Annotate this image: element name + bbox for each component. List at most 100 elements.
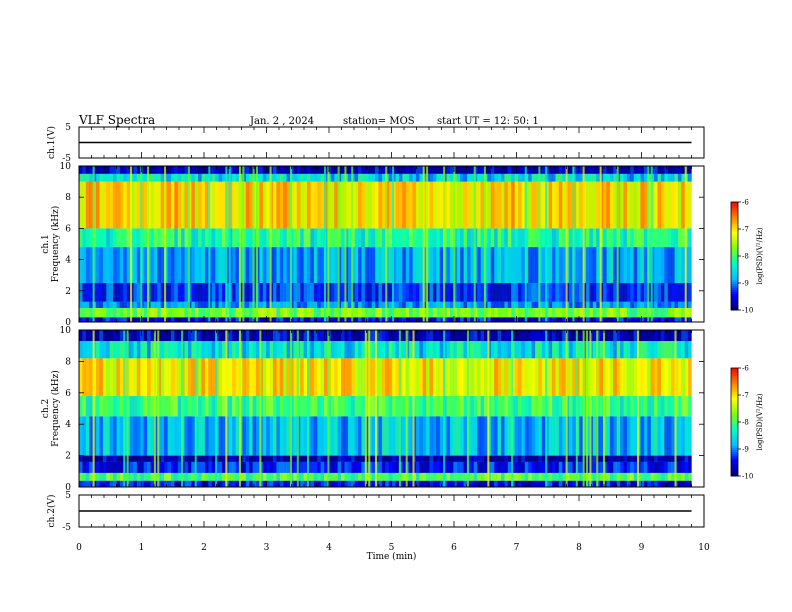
spectrogram-cell xyxy=(409,330,413,341)
spectrogram-cell xyxy=(507,340,512,359)
spectrogram-cell xyxy=(681,166,685,174)
spectrogram-cell xyxy=(381,283,386,302)
spectrogram-cell xyxy=(446,480,451,487)
spectrogram-cell xyxy=(613,416,617,456)
spectrogram-cell xyxy=(378,480,383,487)
spectrogram-cell xyxy=(599,395,604,417)
spectrogram-cell xyxy=(89,358,93,396)
spectrogram-cell xyxy=(511,228,515,248)
spectrogram-cell xyxy=(194,307,199,318)
x-tick-label: 7 xyxy=(514,543,520,553)
spectrogram-cell xyxy=(477,166,481,174)
spectrogram-cell xyxy=(361,283,366,302)
spectrogram-cell xyxy=(660,228,665,248)
spectrogram-cell xyxy=(419,181,423,229)
spectrogram-cell xyxy=(167,472,172,481)
spectrogram-cell xyxy=(392,480,396,487)
spectrogram-cell xyxy=(637,301,641,308)
spectrogram-cell xyxy=(310,173,315,182)
spectrogram-cell xyxy=(409,358,413,396)
spectrogram-cell xyxy=(276,480,281,487)
spectrogram-cell xyxy=(436,173,440,182)
spectrogram-cell xyxy=(555,461,560,473)
spectrogram-cell xyxy=(109,247,114,283)
spectrogram-cell xyxy=(82,340,87,359)
spectrogram-cell xyxy=(606,358,611,396)
spectrogram-cell xyxy=(528,247,532,283)
colorbar-tick-label: -6 xyxy=(742,199,749,207)
spectrogram-cell xyxy=(150,317,155,322)
spectrogram-cell xyxy=(657,330,662,341)
spectrogram-cell xyxy=(609,480,614,487)
spectrogram-cell xyxy=(436,283,440,302)
spectrogram-cell xyxy=(79,228,83,248)
spectrogram-cell xyxy=(528,480,532,487)
spectrogram-cell xyxy=(395,455,400,462)
spectrogram-cell xyxy=(177,480,182,487)
spectrogram-cell xyxy=(630,307,634,318)
spectrogram-cell xyxy=(606,472,611,481)
spectrogram-cell xyxy=(654,330,658,341)
spectrogram-cell xyxy=(470,358,475,396)
spectrogram-cell xyxy=(337,340,342,359)
spectrogram-cell xyxy=(371,455,376,462)
spectrogram-cell xyxy=(296,166,301,174)
spectrogram-cell xyxy=(82,480,87,487)
spectrogram-cell xyxy=(313,283,318,302)
spectrogram-cell xyxy=(439,247,444,283)
colorbar-tick-label: -7 xyxy=(742,226,749,234)
spectrogram-cell xyxy=(395,395,400,417)
spectrogram-cell xyxy=(419,307,423,318)
spectrogram-cell xyxy=(620,228,624,248)
spectrogram-cell xyxy=(630,228,634,248)
spectrogram-cell xyxy=(677,340,682,359)
spectrogram-cell xyxy=(381,340,386,359)
spectrogram-cell xyxy=(106,461,110,473)
spectrogram-cell xyxy=(609,395,614,417)
spectrogram-cell xyxy=(688,480,692,487)
spectrogram-cell xyxy=(432,480,437,487)
spectrogram-cell xyxy=(272,247,277,283)
spectrogram-cell xyxy=(262,416,267,456)
spectrogram-cell xyxy=(170,283,175,302)
spectrogram-cell xyxy=(303,472,308,481)
spectrogram-cell xyxy=(514,395,519,417)
spectrogram-cell xyxy=(657,166,662,174)
spectrogram-cell xyxy=(147,358,151,396)
spectrogram-cell xyxy=(497,455,502,462)
y-tick-label: 0 xyxy=(65,483,71,493)
spectrogram-cell xyxy=(671,472,675,481)
spectrogram-cell xyxy=(633,330,638,341)
spectrogram-cell xyxy=(283,283,287,302)
spectrogram-burst xyxy=(126,330,129,487)
x-tick-label: 1 xyxy=(139,543,145,553)
spectrogram-cell xyxy=(466,173,471,182)
spectrogram-cell xyxy=(534,358,539,396)
spectrogram-cell xyxy=(303,181,308,229)
spectrogram-cell xyxy=(681,472,685,481)
spectrogram-cell xyxy=(453,340,458,359)
spectrogram-cell xyxy=(667,455,672,462)
spectrogram-cell xyxy=(354,416,359,456)
spectrogram-cell xyxy=(463,455,468,462)
spectrogram-burst xyxy=(586,330,589,487)
spectrogram-cell xyxy=(181,283,185,302)
spectrogram-cell xyxy=(85,228,90,248)
spectrogram-cell xyxy=(654,455,658,462)
spectrogram-cell xyxy=(623,166,628,174)
spectrogram-burst xyxy=(565,166,568,322)
spectrogram-cell xyxy=(262,330,267,341)
colorbar-swatch xyxy=(731,444,738,447)
spectrogram-cell xyxy=(235,330,240,341)
spectrogram-cell xyxy=(548,455,553,462)
spectrogram-cell xyxy=(89,166,93,174)
spectrogram-cell xyxy=(116,461,121,473)
spectrogram-cell xyxy=(517,358,522,396)
spectrogram-cell xyxy=(79,307,83,318)
spectrogram-cell xyxy=(249,317,253,322)
spectrogram-cell xyxy=(504,247,509,283)
spectrogram-cell xyxy=(592,228,597,248)
spectrogram-cell xyxy=(113,173,117,182)
spectrogram-cell xyxy=(660,307,665,318)
spectrogram-cell xyxy=(211,480,216,487)
